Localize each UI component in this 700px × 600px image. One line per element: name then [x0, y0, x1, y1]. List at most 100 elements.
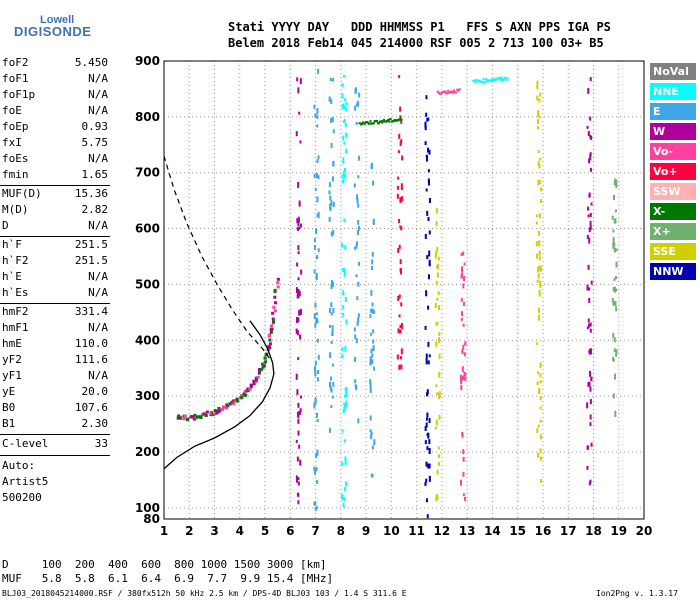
echo-dot — [587, 264, 590, 270]
echo-dot — [317, 155, 320, 160]
echo-dot — [329, 207, 332, 212]
echo-dot — [588, 192, 591, 197]
echo-dot — [341, 494, 344, 501]
echo-band-dot — [500, 76, 502, 79]
echo-dot — [314, 187, 317, 191]
echo-dot — [297, 216, 300, 223]
param-value: 107.6 — [74, 401, 108, 414]
echo-dot — [356, 241, 359, 246]
echo-band-dot — [382, 118, 385, 121]
echo-dot — [425, 95, 428, 100]
echo-dot — [540, 187, 543, 192]
echo-band-dot — [455, 91, 458, 94]
echo-dot — [399, 259, 402, 265]
param-label: h`Es — [2, 286, 29, 299]
echo-dot — [538, 240, 541, 247]
echo-dot — [399, 324, 402, 328]
o-trace-dot — [246, 387, 250, 391]
param-fof1: foF1 N/A — [2, 72, 108, 87]
echo-dot — [399, 225, 402, 229]
echo-dot — [344, 174, 347, 179]
o-trace-dot — [264, 360, 268, 364]
y-tick-label-min: 80 — [143, 512, 160, 526]
param-value: N/A — [88, 219, 108, 232]
echo-band-dot — [482, 78, 485, 81]
echo-dot — [332, 201, 335, 207]
legend-item-vo-: Vo+ — [650, 163, 696, 180]
echo-dot — [330, 283, 333, 290]
o-trace-dot — [205, 410, 209, 414]
echo-band-dot — [486, 80, 489, 83]
param-label: h`F — [2, 238, 22, 251]
echo-dot — [341, 312, 344, 317]
legend-item-x-: X+ — [650, 223, 696, 240]
echo-dot — [355, 385, 358, 391]
o-trace-dot — [273, 288, 277, 292]
echo-dot — [317, 175, 320, 180]
echo-dot — [314, 366, 317, 373]
param-md: M(D) 2.82 — [2, 203, 108, 218]
echo-band-dot — [451, 90, 454, 93]
echo-dot — [297, 481, 300, 486]
echo-dot — [369, 361, 372, 366]
echo-band-dot — [473, 79, 476, 82]
echo-dot — [299, 395, 302, 399]
echo-band-dot — [492, 79, 495, 82]
echo-dot — [538, 289, 541, 296]
echo-dot — [299, 223, 302, 228]
panel-separator — [0, 185, 110, 186]
echo-band-dot — [372, 122, 375, 125]
o-trace-dot — [261, 362, 265, 366]
echo-dot — [298, 444, 301, 449]
echo-dot — [461, 272, 464, 279]
echo-dot — [537, 424, 540, 428]
echo-dot — [331, 332, 334, 336]
x-tick-label: 11 — [408, 524, 425, 538]
echo-dot — [345, 319, 348, 325]
x-tick-label: 9 — [362, 524, 370, 538]
x-tick-label: 8 — [337, 524, 345, 538]
o-trace-dot — [252, 381, 256, 385]
echo-dot — [295, 317, 298, 324]
y-tick-label: 700 — [135, 166, 160, 180]
echo-band-dot — [377, 122, 380, 125]
echo-dot — [435, 322, 438, 327]
echo-dot — [371, 353, 374, 358]
echo-dot — [372, 339, 375, 344]
echo-dot — [316, 418, 319, 422]
echo-dot — [369, 415, 372, 421]
plot-frame — [163, 60, 645, 520]
echo-dot — [345, 132, 348, 138]
echo-dot — [343, 497, 346, 502]
echo-dot — [295, 373, 298, 380]
echo-dot — [316, 338, 319, 343]
echo-dot — [299, 408, 302, 413]
echo-dot — [356, 230, 359, 236]
param-label: foF1 — [2, 72, 29, 85]
echo-dot — [436, 246, 439, 252]
echo-dot — [463, 352, 466, 357]
echo-dot — [425, 188, 428, 192]
y-tick-label: 400 — [135, 333, 160, 347]
echo-band-dot — [389, 118, 392, 121]
echo-dot — [424, 325, 427, 330]
o-trace-dot — [269, 324, 273, 328]
echo-dot — [536, 95, 539, 101]
echo-dot — [614, 209, 617, 213]
echo-dot — [331, 77, 334, 82]
echo-dot — [538, 213, 541, 219]
echo-dot — [400, 183, 403, 187]
echo-dot — [463, 262, 466, 266]
echo-dot — [398, 294, 401, 299]
param-label: B0 — [2, 401, 16, 414]
echo-dot — [614, 218, 617, 224]
echo-dot — [329, 195, 332, 201]
echo-dot — [372, 309, 375, 314]
echo-dot — [314, 360, 317, 366]
echo-dot — [316, 114, 319, 119]
echo-dot — [539, 406, 542, 410]
o-trace-dot — [220, 407, 224, 411]
echo-dot — [316, 196, 319, 203]
echo-dot — [397, 247, 400, 253]
o-trace-dot — [178, 416, 182, 420]
